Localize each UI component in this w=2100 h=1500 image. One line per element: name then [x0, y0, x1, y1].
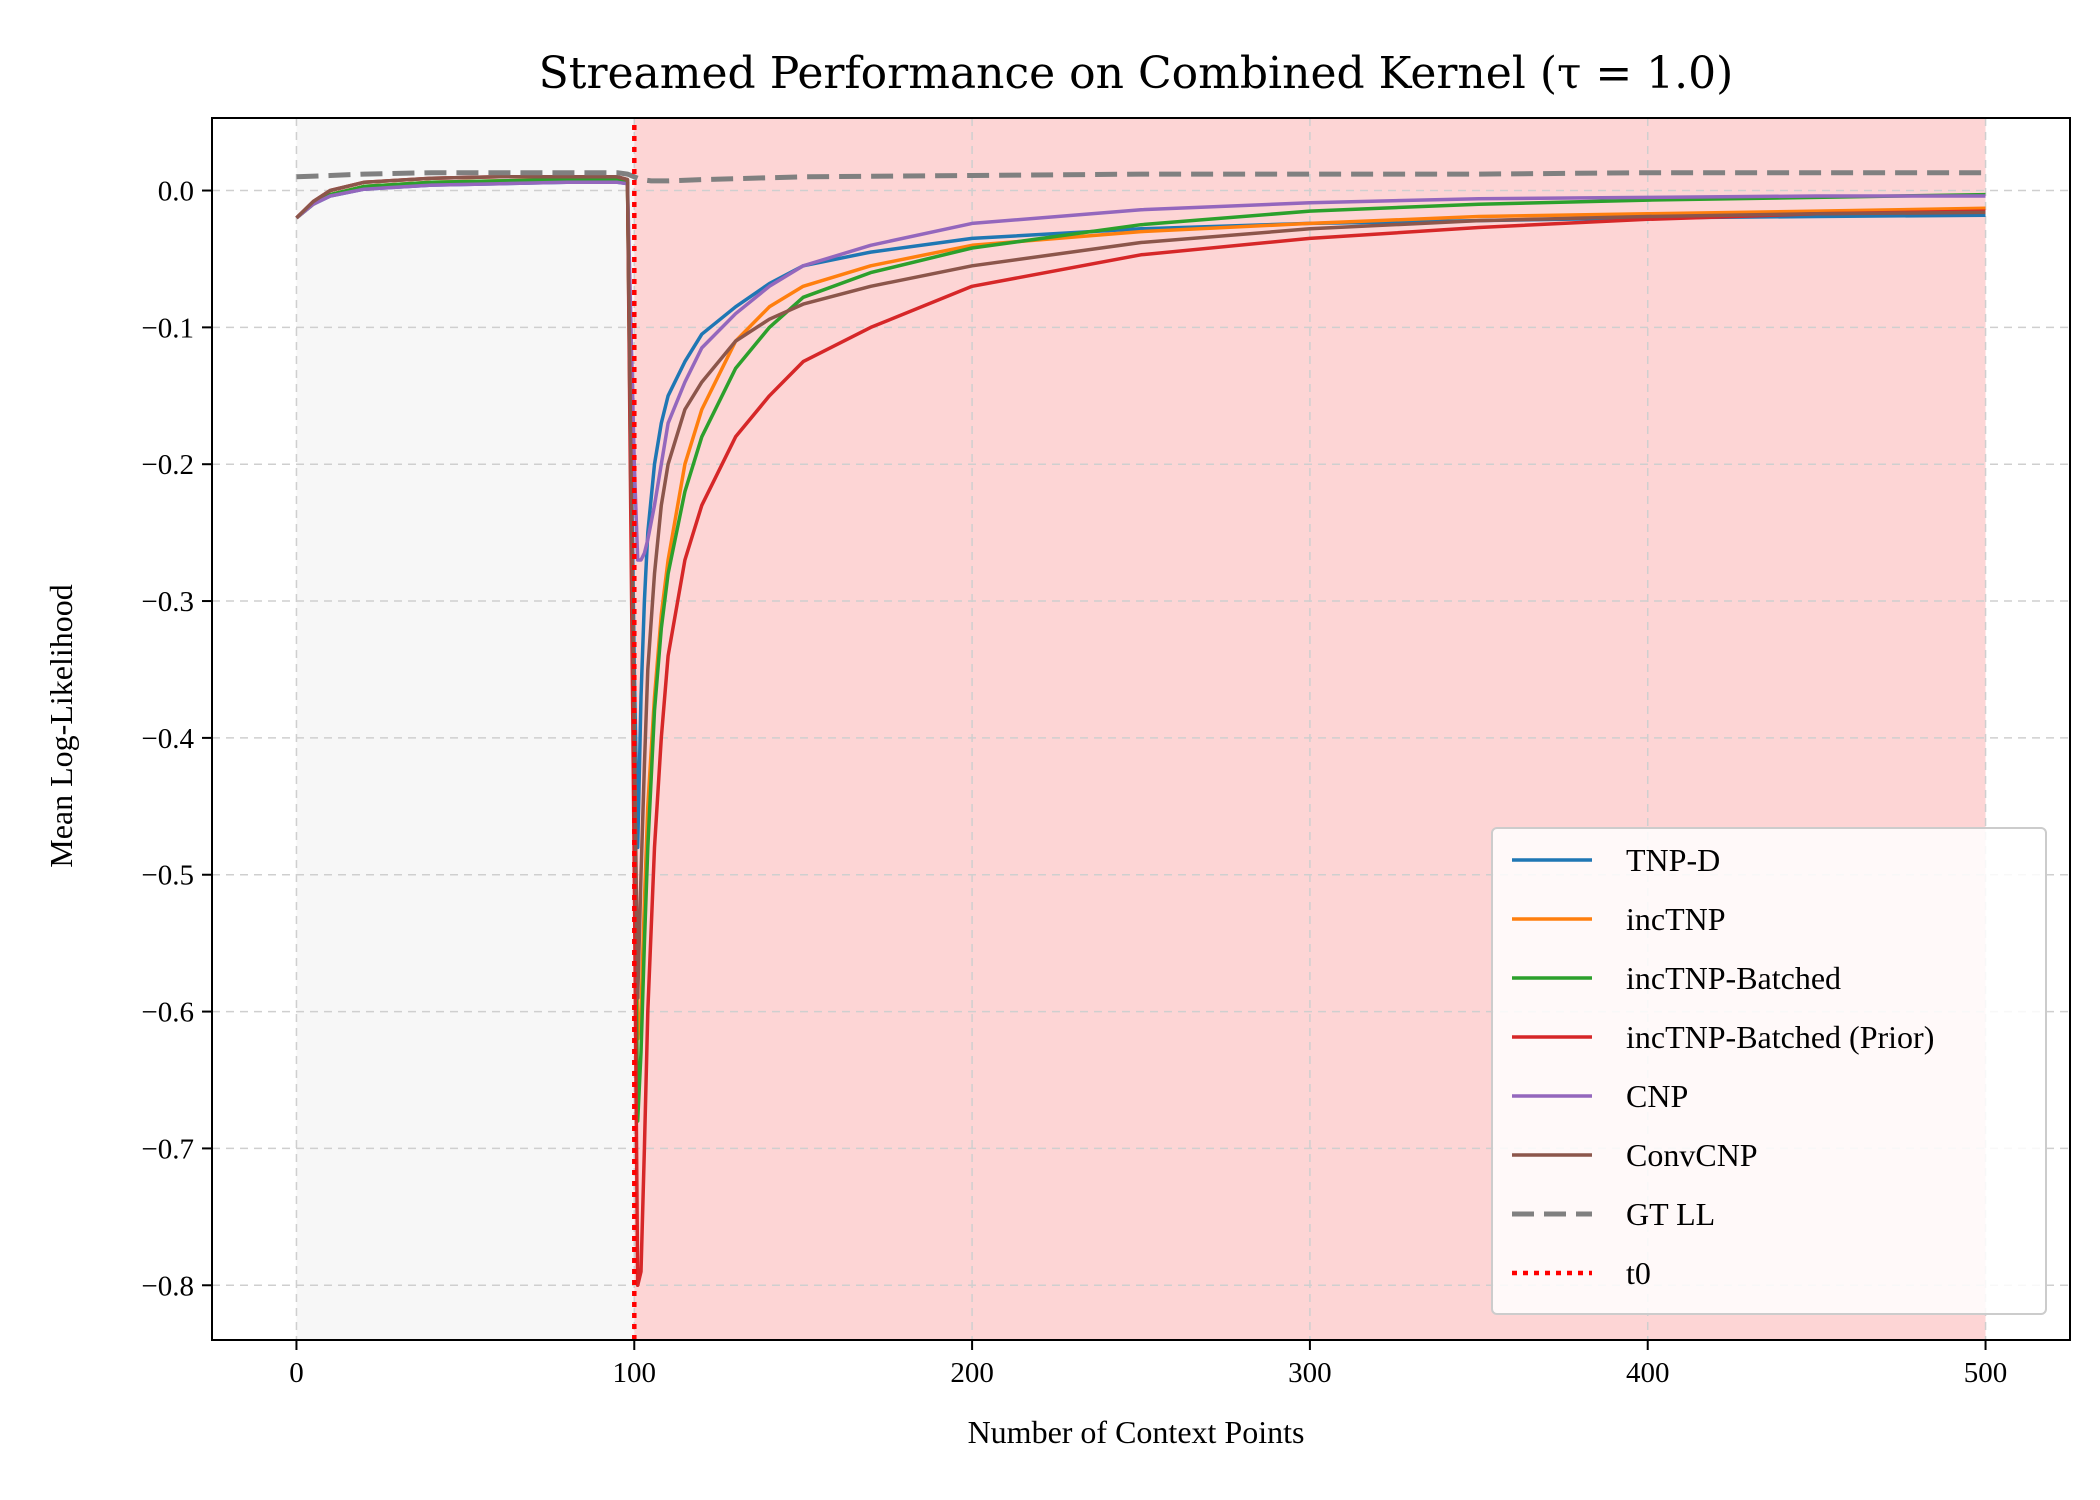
legend-label-5: ConvCNP	[1626, 1137, 1758, 1173]
x-tick-label-3: 300	[1288, 1357, 1332, 1389]
series-lines	[295, 118, 1986, 1340]
x-axis-ticks: 0 100 200 300 400 500	[289, 1340, 2007, 1389]
legend-label-6: GT LL	[1626, 1196, 1715, 1232]
legend-label-1: incTNP	[1626, 901, 1726, 937]
x-tick-label-2: 200	[950, 1357, 994, 1389]
y-tick-label-7: −0.7	[141, 1133, 194, 1165]
x-tick-label-0: 0	[289, 1357, 304, 1389]
series-line-cnp	[295, 180, 1986, 562]
y-tick-label-8: −0.8	[141, 1270, 194, 1302]
legend-label-4: CNP	[1626, 1078, 1688, 1114]
y-tick-label-4: −0.4	[141, 723, 194, 755]
y-axis-ticks: 0.0 −0.1 −0.2 −0.3 −0.4 −0.5 −0.6 −0.7 −0.8	[141, 176, 212, 1302]
legend-box	[1491, 827, 2047, 1315]
legend: TNP-D incTNP incTNP-Batched incTNP-Batched …	[1491, 827, 2047, 1315]
series-line-gt-ll	[296, 170, 1986, 184]
x-tick-label-5: 500	[1964, 1357, 2008, 1389]
shaded-region-0	[296, 118, 635, 1340]
grid-lines	[212, 118, 2070, 1340]
x-tick-label-1: 100	[613, 1357, 657, 1389]
legend-label-2: incTNP-Batched	[1626, 960, 1841, 996]
y-tick-label-3: −0.3	[141, 586, 194, 618]
legend-label-3: incTNP-Batched (Prior)	[1626, 1019, 1934, 1055]
y-tick-label-6: −0.6	[141, 997, 194, 1029]
y-axis-label: Mean Log-Likelihood	[43, 584, 79, 867]
legend-label-7: t0	[1626, 1255, 1651, 1291]
series-line-inctnp-batched	[295, 177, 1986, 1123]
chart-title: Streamed Performance on Combined Kernel …	[539, 48, 1734, 99]
x-axis-label: Number of Context Points	[968, 1414, 1305, 1450]
plot-frame	[211, 117, 2071, 1341]
y-tick-label-5: −0.5	[141, 860, 194, 892]
x-tick-label-4: 400	[1626, 1357, 1670, 1389]
legend-label-0: TNP-D	[1626, 842, 1720, 878]
y-tick-label-1: −0.1	[141, 312, 194, 344]
y-tick-label-0: 0.0	[158, 176, 194, 208]
y-tick-label-2: −0.2	[141, 449, 194, 481]
series-line-convcnp	[295, 175, 1986, 1000]
